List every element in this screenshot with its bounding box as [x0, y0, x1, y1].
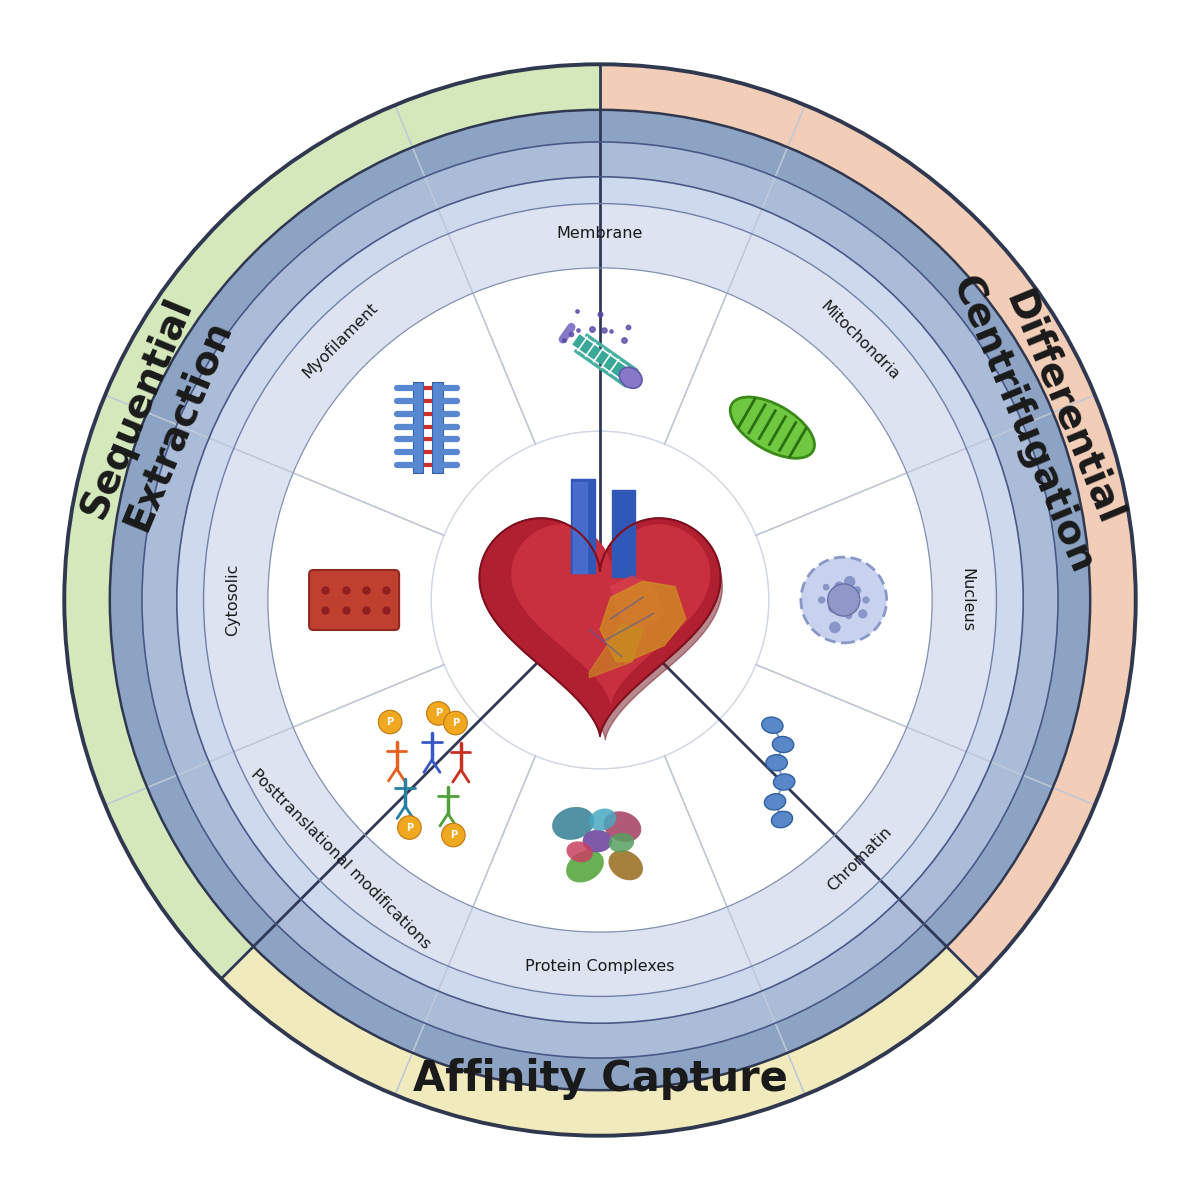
Wedge shape	[221, 881, 979, 1135]
Text: Myofilament: Myofilament	[300, 300, 382, 382]
Wedge shape	[473, 268, 727, 444]
Circle shape	[858, 610, 868, 618]
Ellipse shape	[604, 811, 641, 842]
Circle shape	[829, 622, 841, 634]
Circle shape	[852, 586, 862, 595]
Text: P: P	[434, 708, 442, 719]
Wedge shape	[473, 756, 727, 932]
Ellipse shape	[566, 841, 593, 863]
Ellipse shape	[764, 793, 786, 810]
Ellipse shape	[608, 850, 643, 881]
Text: P: P	[450, 830, 457, 840]
Wedge shape	[176, 176, 1024, 1024]
Ellipse shape	[589, 809, 617, 830]
Text: Differential
Centrifugation: Differential Centrifugation	[944, 254, 1141, 580]
Circle shape	[828, 601, 840, 613]
Wedge shape	[665, 665, 907, 907]
Ellipse shape	[619, 367, 642, 389]
Circle shape	[844, 576, 856, 588]
Polygon shape	[480, 518, 720, 736]
Ellipse shape	[772, 811, 792, 828]
Circle shape	[828, 584, 860, 616]
Polygon shape	[611, 576, 665, 630]
Circle shape	[442, 823, 466, 847]
Circle shape	[823, 584, 829, 590]
Circle shape	[818, 596, 826, 604]
Circle shape	[426, 702, 450, 725]
Polygon shape	[512, 524, 709, 703]
Bar	[432, 382, 443, 473]
Bar	[413, 382, 424, 473]
Text: Mitochondria: Mitochondria	[817, 298, 902, 383]
Ellipse shape	[774, 774, 794, 790]
Wedge shape	[65, 65, 600, 979]
Polygon shape	[589, 624, 643, 678]
Text: Nucleus: Nucleus	[960, 568, 974, 632]
Circle shape	[444, 712, 467, 734]
Text: P: P	[452, 718, 460, 728]
Text: P: P	[406, 822, 413, 833]
Wedge shape	[665, 293, 907, 535]
Text: Affinity Capture: Affinity Capture	[413, 1058, 787, 1100]
Circle shape	[397, 816, 421, 839]
Text: Cytosolic: Cytosolic	[226, 564, 240, 636]
Polygon shape	[488, 529, 722, 740]
FancyBboxPatch shape	[310, 570, 400, 630]
Wedge shape	[600, 65, 1135, 979]
Ellipse shape	[730, 397, 815, 458]
Circle shape	[800, 557, 887, 643]
Ellipse shape	[773, 737, 793, 752]
Ellipse shape	[608, 833, 635, 852]
Text: Protein Complexes: Protein Complexes	[526, 960, 674, 974]
Circle shape	[834, 581, 844, 592]
Polygon shape	[600, 581, 685, 661]
Wedge shape	[268, 473, 444, 727]
Circle shape	[863, 596, 870, 604]
Ellipse shape	[582, 830, 612, 852]
Ellipse shape	[762, 718, 784, 733]
Ellipse shape	[566, 850, 604, 882]
Text: Chromatin: Chromatin	[824, 824, 894, 894]
Text: Membrane: Membrane	[557, 226, 643, 240]
Circle shape	[431, 431, 769, 769]
Wedge shape	[293, 293, 535, 535]
Circle shape	[378, 710, 402, 733]
Text: P: P	[386, 718, 394, 727]
Wedge shape	[293, 665, 535, 907]
Wedge shape	[204, 204, 996, 996]
Circle shape	[65, 65, 1135, 1135]
Wedge shape	[756, 473, 932, 727]
Text: Sequential
Extraction: Sequential Extraction	[74, 293, 240, 541]
Ellipse shape	[766, 755, 787, 770]
Wedge shape	[110, 110, 1090, 1090]
Wedge shape	[142, 142, 1058, 1058]
Circle shape	[845, 612, 852, 619]
Ellipse shape	[552, 806, 594, 840]
Text: Posttranslational modifications: Posttranslational modifications	[248, 767, 433, 952]
